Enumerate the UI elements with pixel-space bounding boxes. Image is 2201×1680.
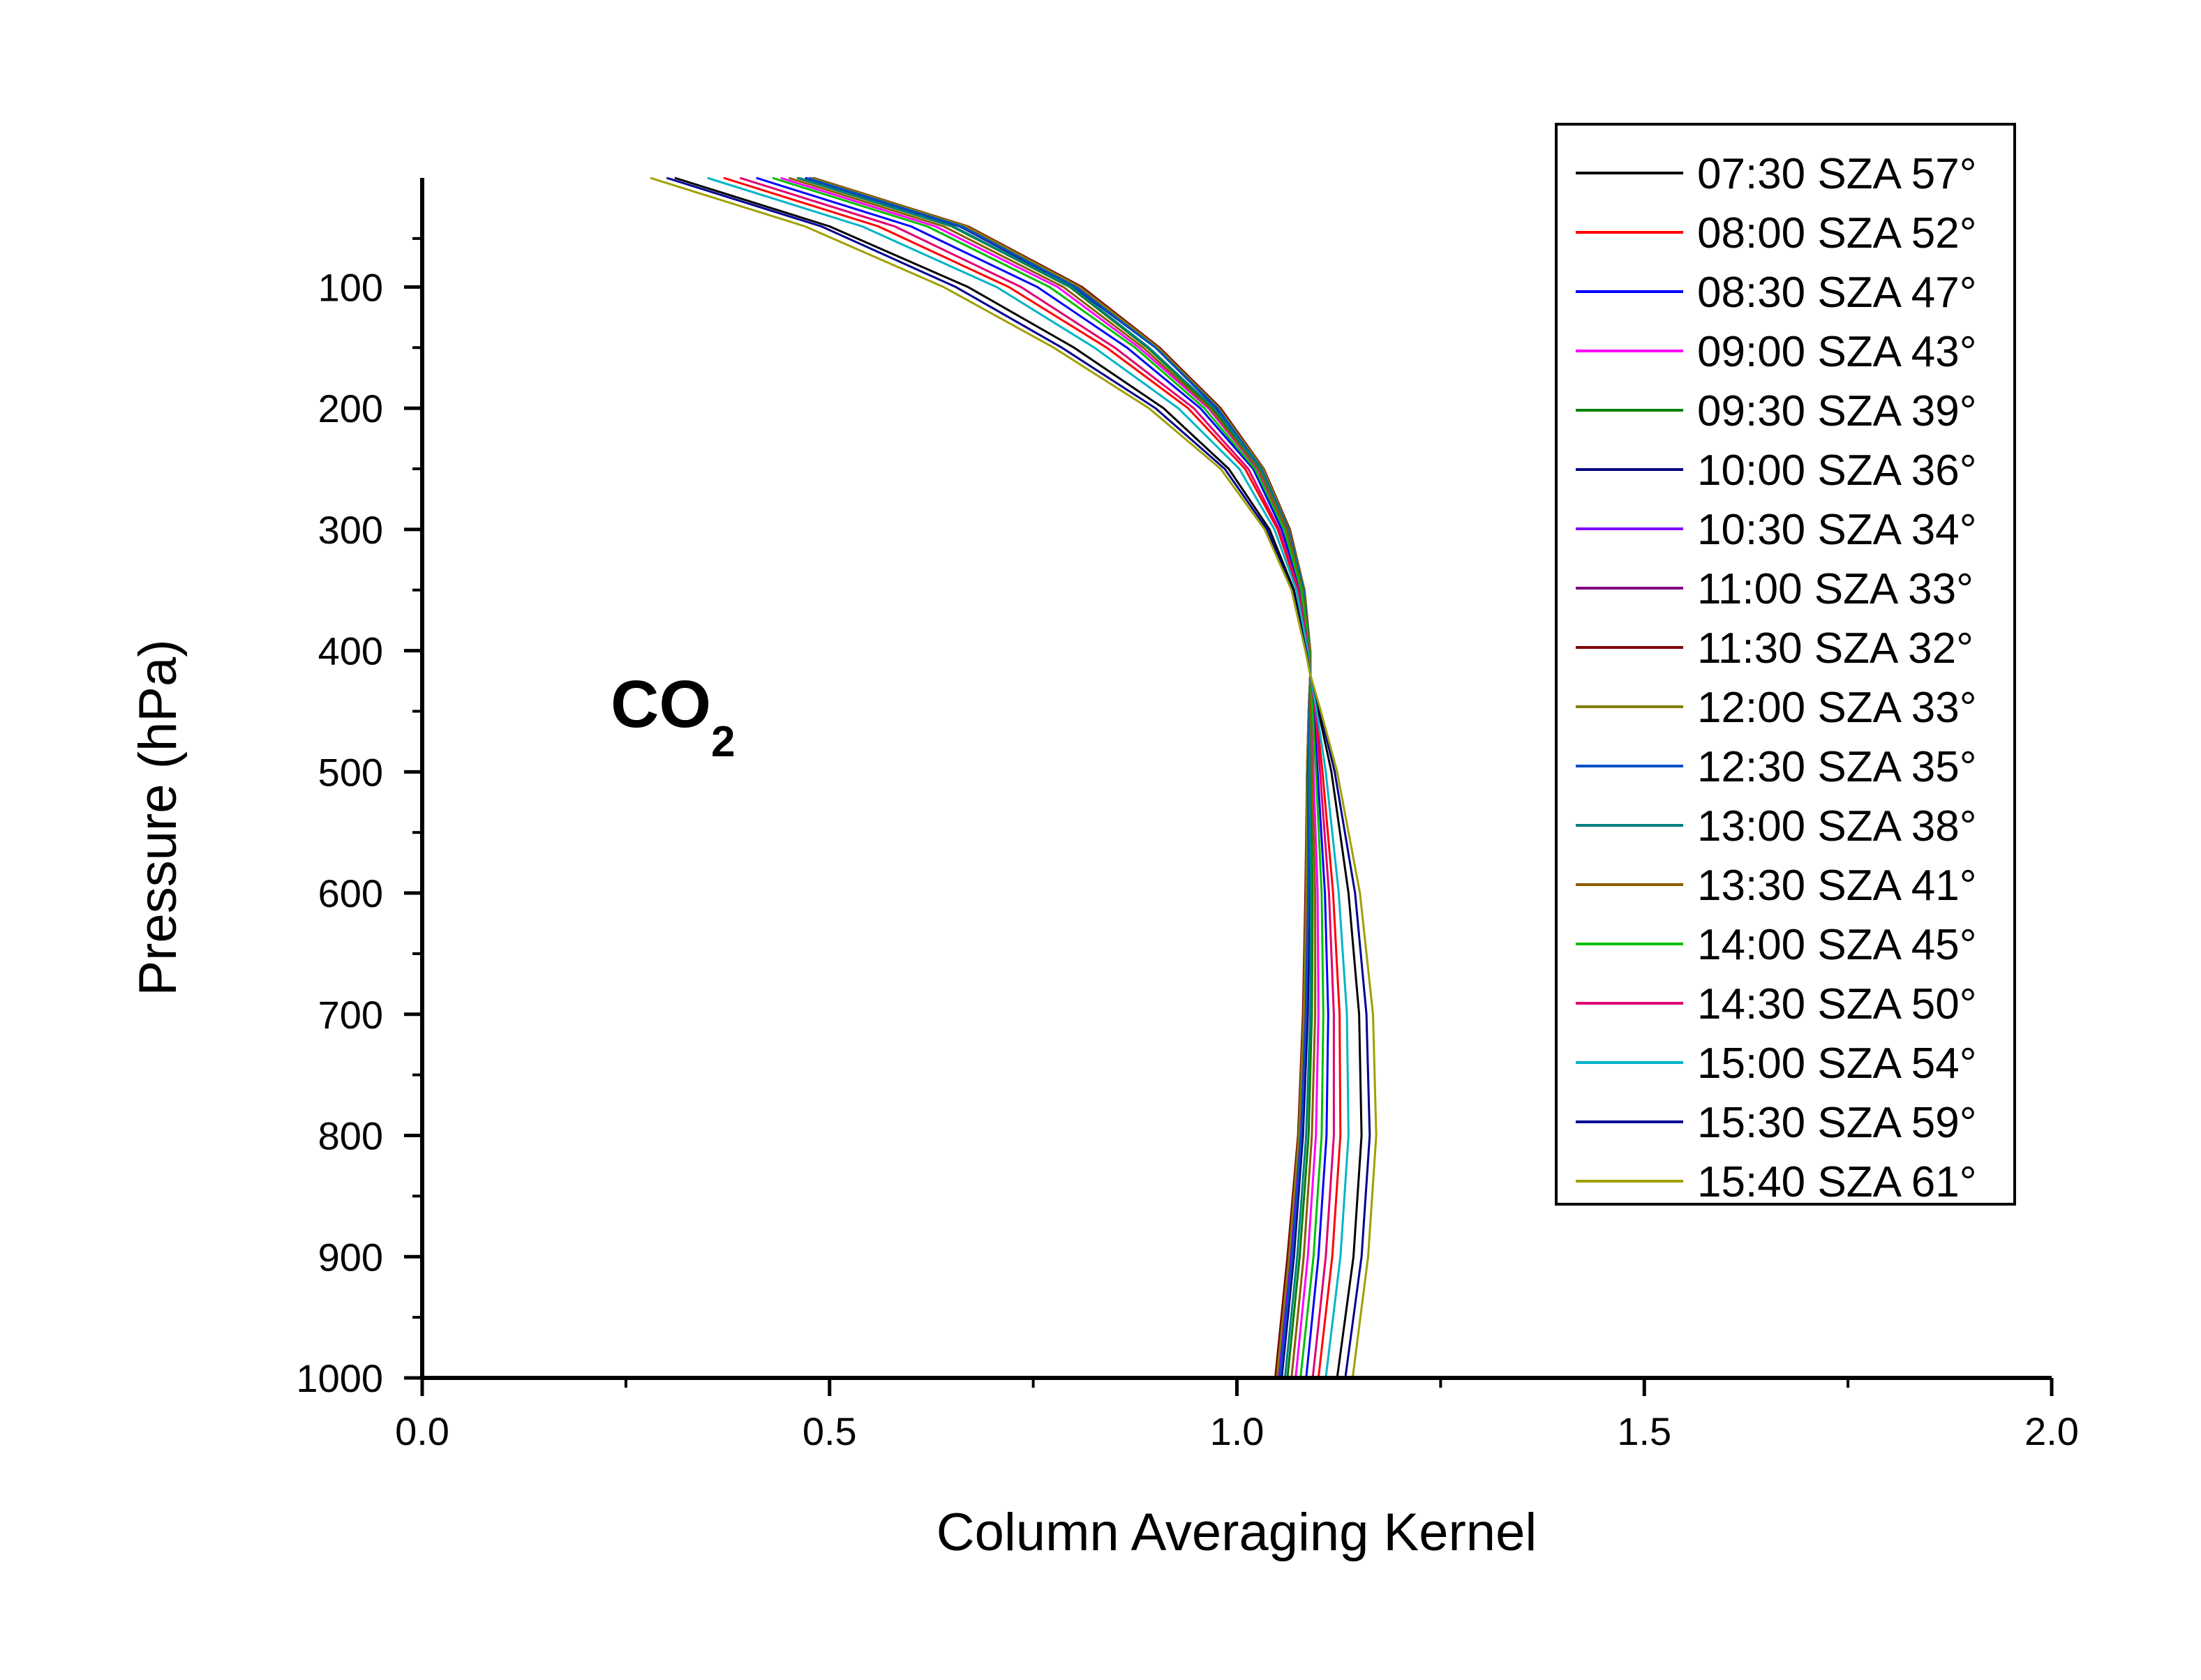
x-tick-label: 0.5 — [803, 1409, 857, 1453]
legend-item: 07:30 SZA 57° — [1576, 150, 1977, 198]
legend-item: 15:40 SZA 61° — [1576, 1158, 1977, 1206]
legend-item: 12:30 SZA 35° — [1576, 743, 1977, 791]
legend-item: 10:30 SZA 34° — [1576, 506, 1977, 554]
legend-label: 11:30 SZA 32° — [1697, 624, 1974, 673]
legend-item: 08:00 SZA 52° — [1576, 209, 1977, 257]
series-line-18 — [650, 177, 1378, 1379]
legend-item: 14:00 SZA 45° — [1576, 921, 1977, 969]
legend-item: 08:30 SZA 47° — [1576, 269, 1977, 317]
legend-item: 10:00 SZA 36° — [1576, 447, 1977, 495]
x-tick-label: 0.0 — [395, 1409, 449, 1453]
legend-item: 15:30 SZA 59° — [1576, 1099, 1977, 1147]
y-tick-label: 400 — [318, 629, 383, 673]
legend-label: 09:30 SZA 39° — [1697, 387, 1977, 435]
x-tick-label: 2.0 — [2024, 1409, 2079, 1453]
legend-item: 13:30 SZA 41° — [1576, 862, 1977, 910]
legend-box — [1555, 123, 2016, 1206]
legend-item: 14:30 SZA 50° — [1576, 980, 1977, 1028]
legend-item: 13:00 SZA 38° — [1576, 802, 1977, 850]
y-axis-title: Pressure (hPa) — [128, 639, 188, 996]
series-line-16 — [707, 177, 1350, 1379]
y-tick-label: 800 — [318, 1114, 383, 1158]
legend-label: 11:00 SZA 33° — [1697, 565, 1974, 613]
legend-label: 12:30 SZA 35° — [1697, 743, 1977, 791]
legend-label: 15:00 SZA 54° — [1697, 1040, 1977, 1088]
y-tick-label: 600 — [318, 871, 383, 915]
series-layer — [650, 177, 1378, 1379]
legend-label: 08:30 SZA 47° — [1697, 269, 1977, 317]
y-tick-label: 1000 — [296, 1356, 383, 1400]
legend-label: 12:00 SZA 33° — [1697, 684, 1977, 732]
legend-label: 10:00 SZA 36° — [1697, 447, 1977, 495]
x-tick-label: 1.5 — [1617, 1409, 1671, 1453]
y-tick-label: 100 — [318, 265, 383, 309]
legend-label: 13:00 SZA 38° — [1697, 802, 1977, 850]
x-tick-label: 1.0 — [1210, 1409, 1264, 1453]
legend-label: 10:30 SZA 34° — [1697, 506, 1977, 554]
x-axis-title: Column Averaging Kernel — [937, 1503, 1537, 1562]
y-tick-label: 200 — [318, 387, 383, 430]
legend: 07:30 SZA 57° 08:00 SZA 52° 08:30 SZA 47° 0… — [1555, 123, 2016, 1206]
legend-label: 08:00 SZA 52° — [1697, 209, 1977, 257]
y-ticks: 100 200 300 400 500 600 700 800 900 1000 — [296, 237, 422, 1400]
y-tick-label: 700 — [318, 993, 383, 1037]
legend-item: 12:00 SZA 33° — [1576, 684, 1977, 732]
legend-label: 14:30 SZA 50° — [1697, 980, 1977, 1028]
legend-label: 15:40 SZA 61° — [1697, 1158, 1977, 1206]
legend-item: 09:30 SZA 39° — [1576, 387, 1977, 435]
x-ticks: 0.0 0.5 1.0 1.5 2.0 — [395, 1378, 2079, 1453]
legend-label: 13:30 SZA 41° — [1697, 862, 1977, 910]
legend-item: 11:00 SZA 33° — [1576, 565, 1974, 613]
legend-item: 09:00 SZA 43° — [1576, 328, 1977, 376]
legend-item: 11:30 SZA 32° — [1576, 624, 1974, 673]
legend-item: 15:00 SZA 54° — [1576, 1040, 1977, 1088]
y-tick-label: 900 — [318, 1235, 383, 1279]
legend-label: 07:30 SZA 57° — [1697, 150, 1977, 198]
legend-label: 09:00 SZA 43° — [1697, 328, 1977, 376]
legend-label: 14:00 SZA 45° — [1697, 921, 1977, 969]
y-tick-label: 300 — [318, 508, 383, 552]
co2-annotation: CO2 — [611, 667, 735, 766]
legend-label: 15:30 SZA 59° — [1697, 1099, 1977, 1147]
y-tick-label: 500 — [318, 750, 383, 794]
